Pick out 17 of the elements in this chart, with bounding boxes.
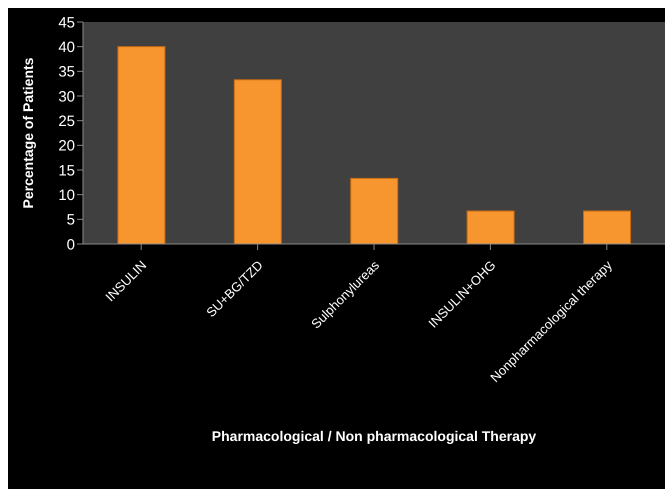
bar (466, 210, 515, 244)
y-tick-label: 35 (58, 64, 75, 81)
y-tick-label: 30 (58, 88, 75, 106)
x-axis-title: Pharmacological / Non pharmacological Therapy (212, 428, 536, 444)
y-tick-label: 40 (58, 38, 75, 56)
y-tick-label: 20 (58, 138, 75, 155)
y-axis-title: Percentage of Patients (20, 57, 36, 208)
bar (117, 46, 166, 244)
y-tick-label: 5 (66, 212, 75, 229)
y-tick-label: 45 (58, 14, 75, 32)
bar (350, 178, 398, 244)
y-tick-label: 10 (58, 186, 75, 204)
y-tick-label: 15 (58, 162, 75, 180)
bar (234, 79, 282, 244)
y-tick-label: 25 (58, 112, 75, 130)
y-tick-label: 0 (66, 236, 75, 254)
bar (583, 210, 632, 244)
